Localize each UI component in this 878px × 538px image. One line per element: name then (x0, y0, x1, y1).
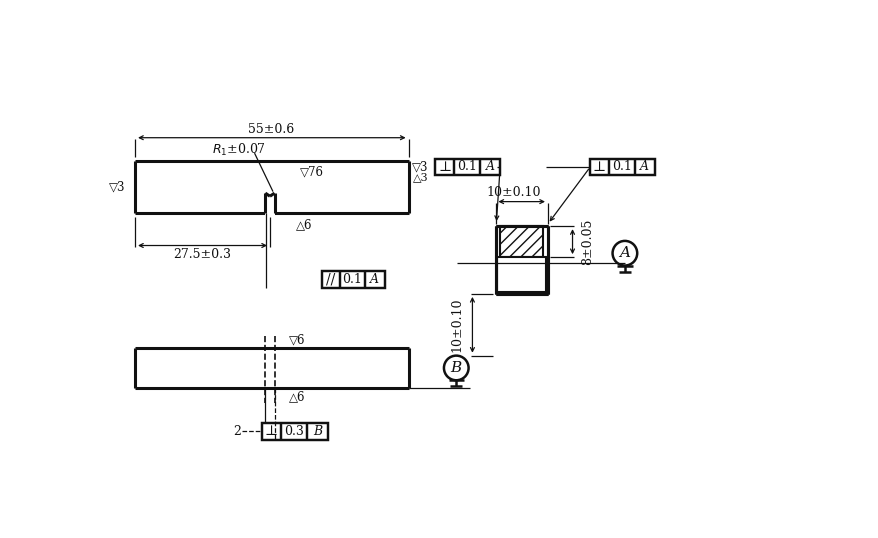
Text: 27.5±0.3: 27.5±0.3 (173, 248, 231, 261)
Text: ⊥: ⊥ (593, 160, 605, 174)
Text: ▽76: ▽76 (300, 165, 324, 178)
Text: 10±0.10: 10±0.10 (486, 186, 541, 199)
Text: △6: △6 (296, 218, 313, 231)
Bar (500, 226, 543, 257)
Text: △3: △3 (413, 173, 428, 183)
Text: 55±0.6: 55±0.6 (248, 123, 294, 136)
Text: B: B (450, 361, 461, 375)
Bar (321, 271, 385, 288)
Text: ⊥: ⊥ (438, 160, 450, 174)
Text: A: A (370, 273, 378, 286)
Text: 0.1: 0.1 (611, 160, 631, 173)
Text: 0.1: 0.1 (342, 273, 362, 286)
Text: 2: 2 (234, 424, 241, 437)
Bar (496, 257, 546, 293)
Text: //: // (326, 272, 335, 286)
Bar (589, 159, 654, 175)
Text: A: A (485, 160, 494, 173)
Text: ⊥: ⊥ (264, 424, 277, 438)
Text: A: A (640, 160, 649, 173)
Text: △6: △6 (288, 391, 305, 404)
Bar (435, 159, 500, 175)
Text: 0.3: 0.3 (284, 424, 304, 437)
Text: 8±0.05: 8±0.05 (580, 218, 594, 265)
Text: ▽3: ▽3 (411, 160, 428, 173)
Text: ▽6: ▽6 (288, 334, 305, 346)
Text: A: A (619, 246, 630, 260)
Text: B: B (313, 424, 322, 437)
Text: 10±0.10: 10±0.10 (450, 298, 463, 352)
Bar (262, 423, 328, 440)
Text: 0.1: 0.1 (457, 160, 477, 173)
Text: $R_1$±0.07: $R_1$±0.07 (212, 142, 266, 158)
Text: ▽3: ▽3 (109, 180, 126, 194)
